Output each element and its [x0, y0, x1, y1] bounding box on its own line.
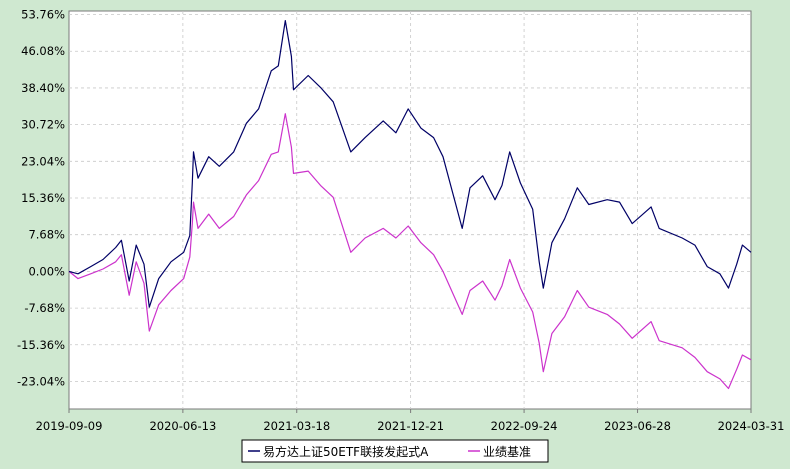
- plot-area: [68, 10, 752, 410]
- legend-label-benchmark: 业绩基准: [483, 445, 531, 459]
- grid-lines: [69, 11, 751, 409]
- y-tick-label: -23.04%: [17, 374, 65, 388]
- series-line-benchmark: [68, 113, 752, 390]
- x-tick-label: 2023-06-28: [604, 419, 671, 433]
- x-tick-label: 2020-06-13: [149, 419, 216, 433]
- y-tick-label: 38.40%: [21, 81, 65, 95]
- y-tick-label: -15.36%: [17, 338, 65, 352]
- x-tick-label: 2021-03-18: [263, 419, 330, 433]
- y-tick-label: 46.08%: [21, 44, 65, 58]
- y-tick-label: 23.04%: [21, 154, 65, 168]
- legend-box: [241, 439, 549, 463]
- x-tick-label: 2021-12-21: [377, 419, 444, 433]
- x-tick-label: 2019-09-09: [36, 419, 103, 433]
- x-axis-ticks: 2019-09-09 2020-06-13 2021-03-18 2021-12-21…: [36, 409, 785, 433]
- x-tick-label: 2022-09-24: [491, 419, 558, 433]
- y-tick-label: 7.68%: [28, 228, 65, 242]
- y-axis-ticks: 53.76% 46.08% 38.40% 30.72% 23.04% 15.36% 7.68…: [17, 8, 65, 389]
- series-line-fund: [68, 20, 752, 308]
- x-tick-label: 2024-03-31: [718, 419, 785, 433]
- legend: 易方达上证50ETF联接发起式A 业绩基准: [241, 439, 549, 463]
- y-tick-label: 30.72%: [21, 118, 65, 132]
- series-lines: [68, 20, 752, 390]
- legend-label-fund: 易方达上证50ETF联接发起式A: [263, 444, 429, 459]
- y-tick-label: -7.68%: [24, 301, 65, 315]
- y-tick-label: 15.36%: [21, 191, 65, 205]
- y-tick-label: 0.00%: [28, 264, 65, 278]
- y-tick-label: 53.76%: [21, 8, 65, 22]
